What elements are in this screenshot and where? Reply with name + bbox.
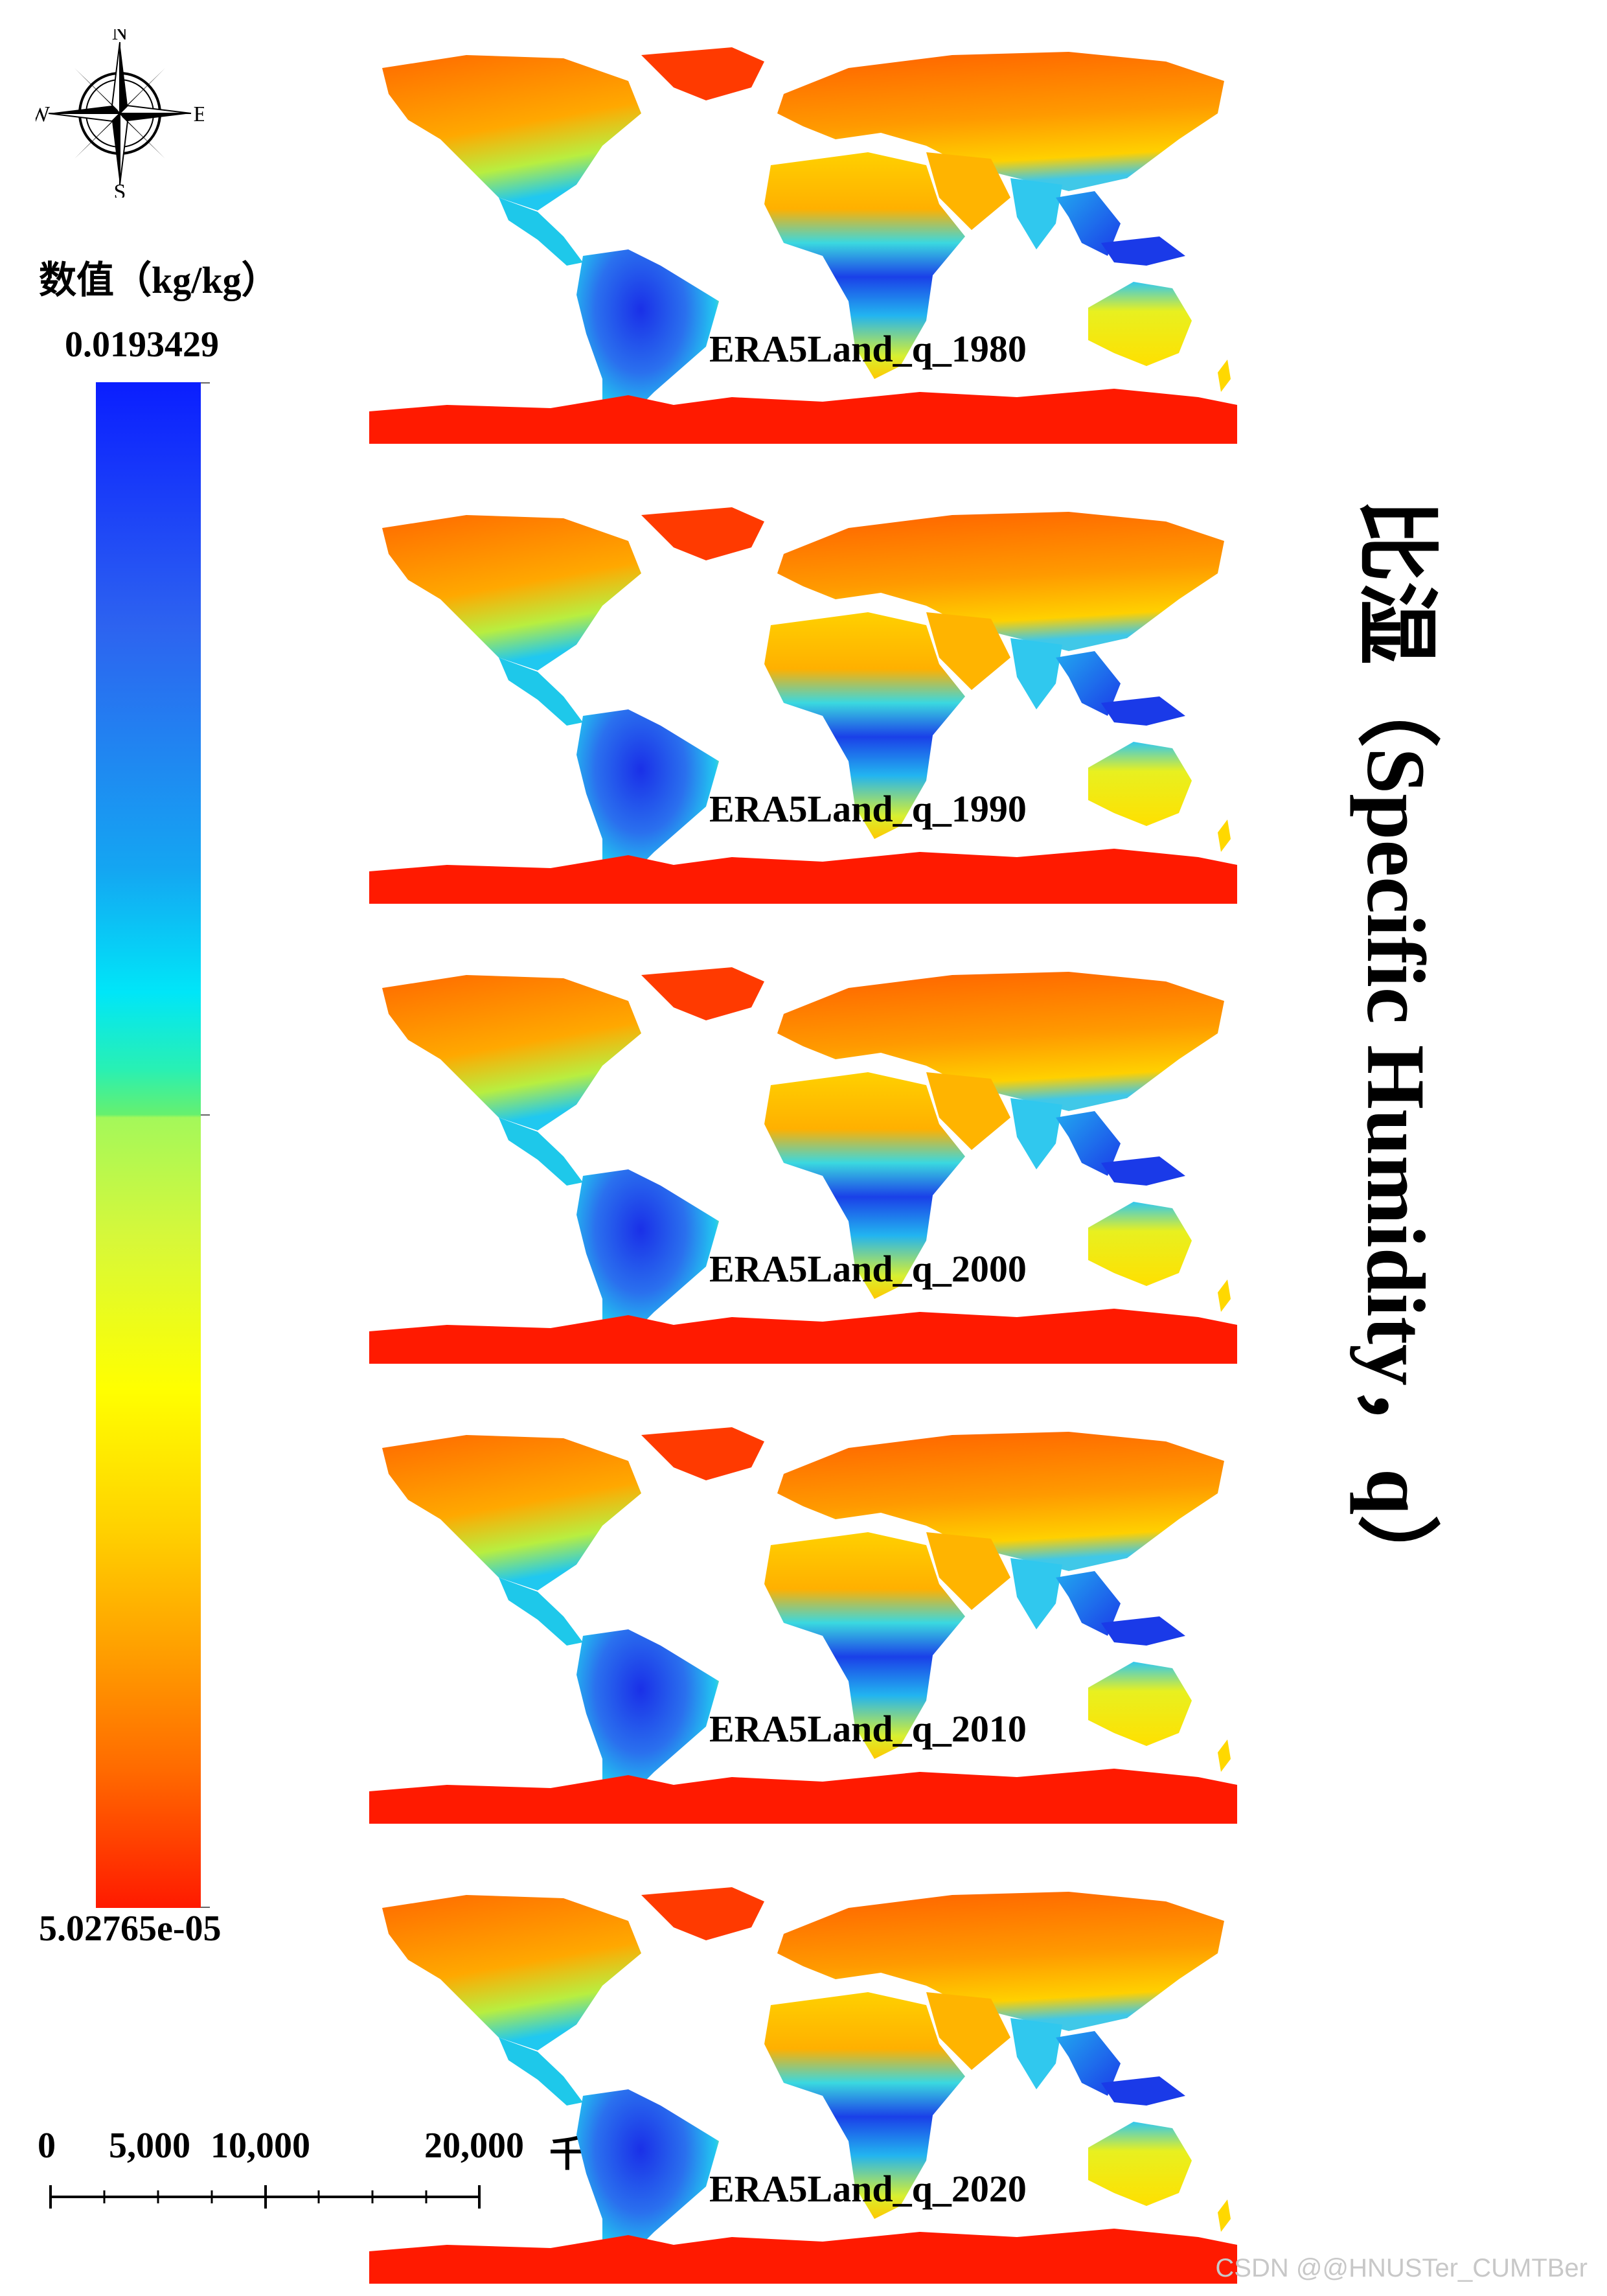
compass-south-label: S	[114, 180, 126, 198]
legend-title: 数值（kg/kg）	[39, 259, 279, 301]
world-map-ERA5Land_q_1990	[369, 502, 1237, 904]
world-map-ERA5Land_q_1980	[369, 42, 1237, 444]
scale-label-0: 0	[38, 2126, 56, 2166]
legend-max-label: 0.0193429	[65, 325, 219, 365]
scale-label-10000: 10,000	[211, 2126, 310, 2166]
compass-west-label: W	[36, 102, 51, 126]
world-map-ERA5Land_q_2010	[369, 1422, 1237, 1824]
ramp-tick-top	[201, 382, 210, 384]
map-label-1990: ERA5Land_q_1990	[709, 788, 1027, 830]
map-label-1980: ERA5Land_q_1980	[709, 328, 1027, 370]
ramp-tick-bottom	[201, 1907, 210, 1908]
world-map-ERA5Land_q_2000	[369, 962, 1237, 1364]
north-arrow-compass: N S W E	[29, 21, 207, 204]
scale-label-5000: 5,000	[109, 2126, 190, 2166]
legend-min-label: 5.02765e-05	[39, 1909, 222, 1949]
scale-label-20000: 20,000	[424, 2126, 524, 2166]
world-map-ERA5Land_q_2020	[369, 1882, 1237, 2284]
side-title-text: 比湿（Specific Humidity，q）	[1350, 499, 1442, 1598]
ramp-tick-mid	[201, 1114, 210, 1116]
color-ramp	[96, 382, 201, 1908]
map-label-2010: ERA5Land_q_2010	[709, 1708, 1027, 1750]
watermark: CSDN @@HNUSTer_CUMTBer	[1215, 2254, 1588, 2282]
side-title: 比湿（Specific Humidity，q）	[1347, 499, 1477, 1730]
compass-north-label: N	[112, 29, 128, 45]
compass-east-label: E	[194, 102, 204, 126]
map-label-2020: ERA5Land_q_2020	[709, 2168, 1027, 2210]
map-label-2000: ERA5Land_q_2000	[709, 1248, 1027, 1290]
scale-bar	[45, 2174, 486, 2212]
